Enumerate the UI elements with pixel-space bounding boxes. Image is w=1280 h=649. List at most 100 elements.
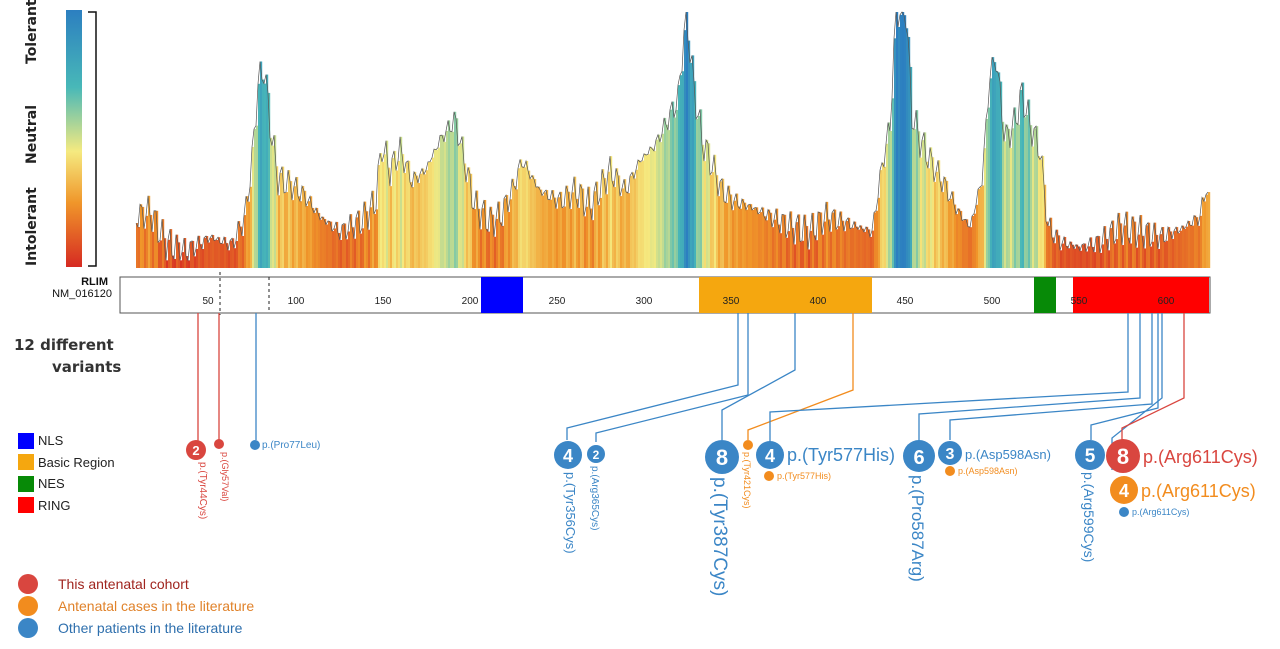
- landscape-bar: [1028, 99, 1031, 268]
- dot-asp598asn-antenatal: [945, 466, 955, 476]
- landscape-bar: [844, 231, 847, 268]
- landscape-bar: [786, 237, 789, 268]
- landscape-bar: [1080, 250, 1083, 268]
- landscape-bar: [246, 196, 249, 268]
- landscape-bar: [546, 190, 549, 268]
- landscape-bar: [1002, 121, 1005, 268]
- landscape-bar: [568, 191, 571, 268]
- landscape-bar: [210, 237, 213, 268]
- landscape-bar: [928, 168, 931, 268]
- landscape-bar: [440, 135, 443, 268]
- landscape-bar: [454, 111, 457, 269]
- colorbar-gradient: [66, 10, 82, 267]
- legend-antenatal-label: Antenatal cases in the literature: [58, 598, 255, 614]
- landscape-bar: [180, 260, 183, 268]
- landscape-bar: [656, 139, 659, 268]
- tick-50: 50: [202, 296, 214, 307]
- landscape-bar: [184, 237, 187, 268]
- landscape-bar: [144, 228, 147, 268]
- count-tyr44cys: 2: [192, 443, 199, 458]
- landscape-bar: [1202, 197, 1205, 268]
- landscape-bar: [736, 193, 739, 268]
- landscape-bar: [686, 12, 689, 268]
- landscape-bar: [242, 236, 245, 268]
- landscape-bar: [204, 237, 207, 268]
- landscape-bar: [892, 98, 895, 268]
- landscape-bar: [738, 206, 741, 268]
- landscape-bar: [142, 206, 145, 268]
- landscape-bar: [790, 211, 793, 268]
- landscape-bar: [476, 190, 479, 268]
- landscape-bar: [570, 209, 573, 268]
- landscape-bar: [532, 175, 535, 268]
- colorbar-bracket: [88, 11, 97, 267]
- landscape-bar: [486, 228, 489, 268]
- legend-antenatal-dot: [18, 596, 38, 616]
- landscape-bar: [618, 175, 621, 268]
- landscape-bar: [884, 166, 887, 268]
- dot-tyr421cys: [743, 440, 753, 450]
- landscape-bar: [934, 181, 937, 268]
- connector-arg365cys: [595, 313, 749, 442]
- landscape-bar: [442, 135, 445, 268]
- landscape-bar: [1034, 128, 1037, 268]
- landscape-bar: [352, 227, 355, 268]
- landscape-bar: [676, 109, 679, 269]
- landscape-bar: [792, 227, 795, 268]
- landscape-bar: [644, 153, 647, 268]
- tolerance-landscape: [135, 11, 1211, 269]
- landscape-bar: [1058, 235, 1061, 268]
- landscape-bar: [346, 239, 349, 268]
- landscape-bar: [764, 216, 767, 268]
- landscape-bar: [160, 240, 163, 268]
- landscape-bar: [772, 227, 775, 268]
- landscape-bar: [616, 168, 619, 268]
- landscape-bar: [322, 216, 325, 268]
- landscape-bar: [452, 131, 455, 268]
- landscape-bar: [288, 170, 291, 268]
- landscape-bar: [240, 226, 243, 268]
- landscape-bar: [1156, 234, 1159, 268]
- landscape-bar: [136, 223, 139, 268]
- landscape-bar: [742, 199, 745, 268]
- landscape-bar: [232, 238, 235, 268]
- landscape-bar: [1204, 201, 1207, 268]
- landscape-bar: [1068, 248, 1071, 268]
- landscape-bar: [1056, 229, 1059, 268]
- landscape-bar: [866, 226, 869, 268]
- landscape-bar: [722, 178, 725, 268]
- legend-ring: RING: [18, 495, 115, 517]
- landscape-bar: [870, 236, 873, 268]
- landscape-bar: [754, 208, 757, 268]
- landscape-bar: [734, 200, 737, 268]
- label-asp598asn: p.(Asp598Asn): [965, 447, 1051, 462]
- landscape-bar: [290, 181, 293, 268]
- landscape-bar: [584, 216, 587, 268]
- connector-arg611cys-cohort: [1121, 313, 1185, 440]
- landscape-bar: [432, 157, 435, 268]
- landscape-bar: [458, 145, 461, 268]
- landscape-bar: [776, 208, 779, 268]
- landscape-bar: [1198, 225, 1201, 268]
- landscape-bar: [1090, 237, 1093, 268]
- landscape-bar: [604, 178, 607, 268]
- landscape-bar: [220, 243, 223, 268]
- landscape-bar: [274, 135, 277, 268]
- badge-pro587arg: [903, 440, 935, 472]
- landscape-bar: [1176, 227, 1179, 268]
- landscape-bar: [214, 240, 217, 268]
- landscape-bar: [1146, 225, 1149, 268]
- landscape-bar: [448, 120, 451, 268]
- gene-label: RLIM NM_016120: [20, 276, 112, 300]
- landscape-bar: [394, 150, 397, 268]
- landscape-bar: [576, 198, 579, 268]
- landscape-bar: [780, 233, 783, 268]
- landscape-bar: [198, 235, 201, 268]
- landscape-bar: [820, 212, 823, 268]
- landscape-bar: [1010, 148, 1013, 268]
- landscape-bar: [1008, 128, 1011, 268]
- landscape-bar: [950, 198, 953, 268]
- label-arg599cys: p.(Arg599Cys): [1081, 472, 1097, 562]
- landscape-bar: [650, 146, 653, 268]
- landscape-bar: [600, 197, 603, 268]
